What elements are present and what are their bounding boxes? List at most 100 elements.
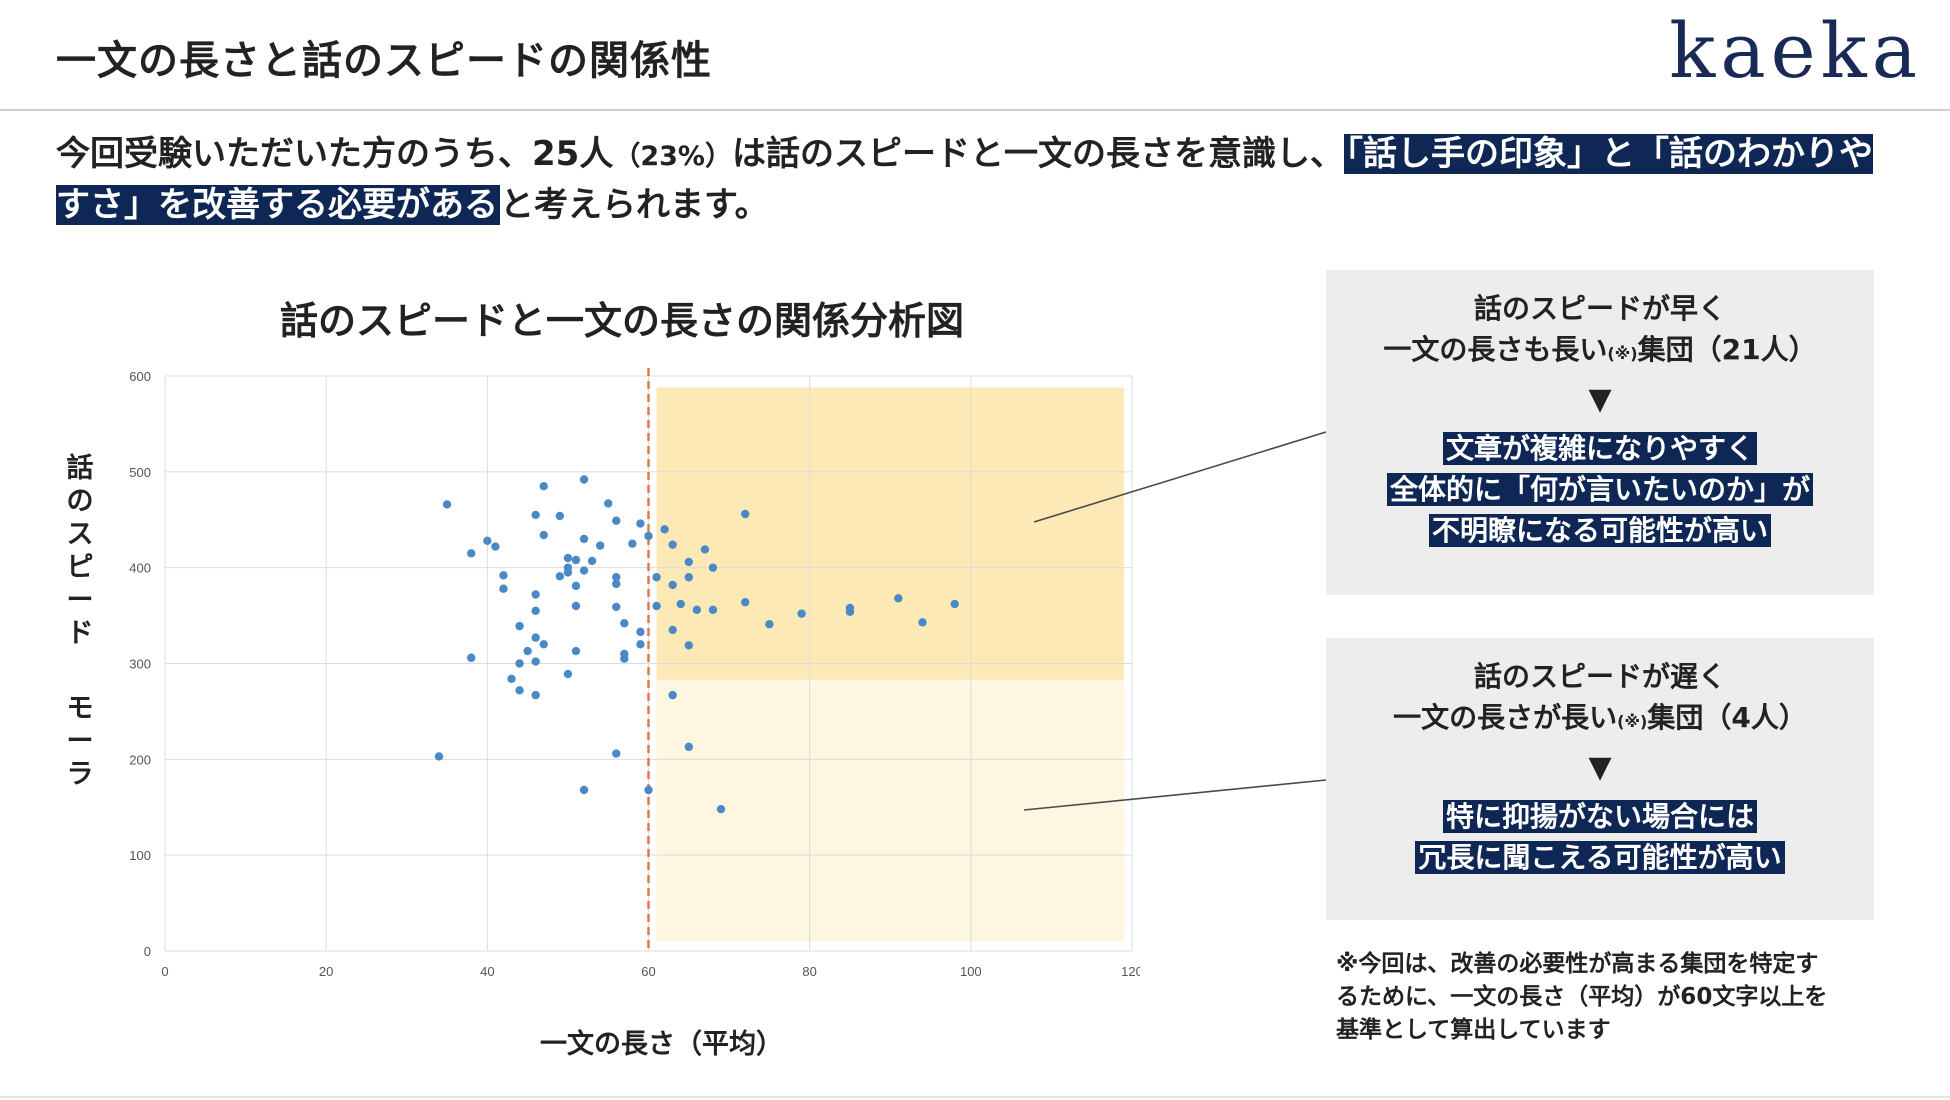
data-point [579,475,589,484]
data-point [612,573,621,582]
data-point [668,540,677,549]
data-point [563,568,573,577]
data-point [539,482,548,491]
x-tick-label: 20 [319,964,333,979]
data-point [531,657,540,666]
callout-title-line2: 一文の長さも長い(※)集団（21人） [1326,329,1874,374]
callout-title-line2-b: 集団（21人） [1637,333,1817,366]
x-tick-label: 60 [641,964,655,979]
data-point [467,653,476,662]
data-point [700,545,710,554]
callout-title-line1: 話のスピードが遅く [1473,660,1726,693]
data-point [539,530,548,540]
data-point [539,640,548,649]
lead-text: 今回受験いただいた方のうち、25人（23%）は話のスピードと一文の長さを意識し、… [56,130,1886,230]
chart-y-axis-label-char: ラ [66,759,94,790]
y-tick-label: 400 [129,561,151,576]
callout-highlight-line: 不明瞭になる可能性が高い [1326,510,1874,551]
data-point [491,542,500,551]
data-point [442,500,452,509]
callout-note-mark: (※) [1607,344,1638,363]
callout-highlight-line: 全体的に「何が言いたいのか」が [1326,469,1874,510]
data-point [587,556,597,566]
data-point [604,499,613,508]
callout-title-line2-a: 一文の長さが長い [1393,701,1618,734]
callout-title-slow-long: 話のスピードが遅く 一文の長さが長い(※)集団（4人） [1326,656,1874,742]
callout-highlight-fast-long: 文章が複雑になりやすく 全体的に「何が言いたいのか」が 不明瞭になる可能性が高い [1326,428,1874,551]
chart-y-axis-label-char: ー [66,585,94,616]
lead-text-part3: と考えられます。 [500,185,769,225]
data-point [620,654,629,663]
data-point [644,531,653,541]
data-point [894,594,903,603]
chart-y-axis-label-char: ー [66,726,94,757]
callout-highlight-line: 冗長に聞こえる可能性が高い [1326,837,1874,878]
chart-y-axis-label-char: の [66,486,94,517]
brand-logo: kaeka [1669,6,1922,95]
data-point [579,785,589,795]
callout-title-line2: 一文の長さが長い(※)集団（4人） [1326,697,1874,742]
data-point [652,601,661,611]
down-triangle-icon: ▼ [1588,382,1612,417]
callout-title-fast-long: 話のスピードが早く 一文の長さも長い(※)集団（21人） [1326,288,1874,374]
data-point [684,573,693,582]
footnote-line: 基準として算出しています [1336,1017,1611,1043]
y-tick-label: 0 [144,944,151,959]
data-point [950,599,959,609]
region-slow-long [656,680,1124,942]
lead-text-part1: 今回受験いただいた方のうち、25人 [56,134,614,174]
data-point [684,557,693,567]
data-point [644,785,653,795]
data-point [708,605,718,615]
data-point [434,752,444,761]
chart-y-axis-label-char: ス [66,519,94,550]
y-tick-label: 300 [129,657,151,672]
chart-y-axis-label-char: 話 [66,453,94,484]
data-point [741,509,750,519]
region-fast-long [656,387,1124,680]
data-point [628,539,637,548]
data-point [845,607,855,616]
data-point [507,674,516,684]
data-point [612,602,621,612]
chart-y-axis-label-text: 話のスピードモーラ [60,452,100,791]
data-point [636,519,645,528]
data-point [668,580,677,590]
down-triangle-icon: ▼ [1588,750,1612,785]
callout-box-fast-long: 話のスピードが早く 一文の長さも長い(※)集団（21人） ▼ 文章が複雑になりや… [1326,270,1874,595]
data-point [708,563,718,572]
y-tick-label: 100 [129,848,151,863]
data-point [483,536,492,546]
chart-y-axis-label-char [60,650,100,692]
chart-y-axis-label: 話のスピードモーラ [60,452,100,791]
lead-percentage: （23%） [613,141,732,172]
footnote-line: るために、一文の長さ（平均）が60文字以上を [1336,984,1828,1010]
scatter-chart: 0 20 40 60 80 100 120 0 100 200 300 400 500 600 [129,368,1140,979]
data-point [692,605,702,615]
callout-title-line2-b: 集団（4人） [1647,701,1807,734]
x-tick-label: 40 [480,964,494,979]
chart-y-axis-label-char: ピ [66,552,94,583]
data-point [499,584,508,593]
y-tick-label: 200 [129,752,151,767]
data-point [668,690,677,700]
data-point [515,686,524,695]
data-point [531,606,540,615]
data-point [579,534,589,544]
header-divider [0,109,1950,111]
data-point [531,690,540,700]
data-point [765,620,774,629]
footer-divider [0,1096,1950,1098]
page-title: 一文の長さと話のスピードの関係性 [56,38,712,84]
data-point [741,597,750,607]
chart-y-axis-label-char: ド [66,618,94,649]
data-point [595,541,605,550]
x-tick-label: 120 [1121,964,1140,979]
data-point [660,525,669,534]
data-point [668,625,677,635]
data-point [571,555,581,565]
data-point [571,646,581,656]
header: 一文の長さと話のスピードの関係性 kaeka [0,0,1950,110]
chart-y-axis-label-char: モ [66,693,94,724]
x-tick-label: 0 [161,964,168,979]
